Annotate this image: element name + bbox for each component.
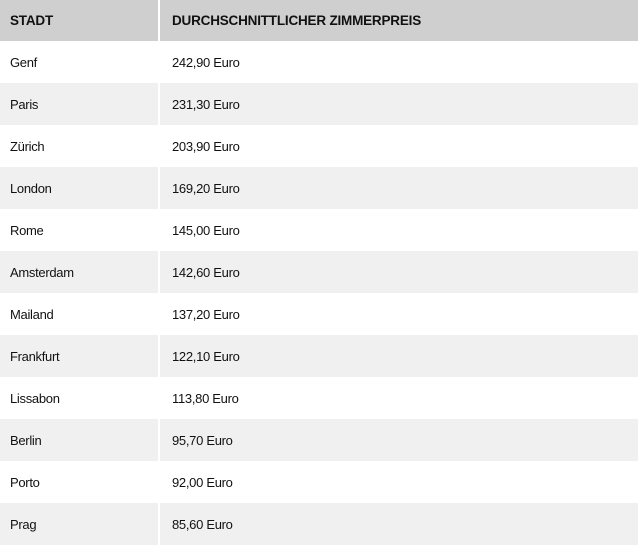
- table-header-row: STADT DURCHSCHNITTLICHER ZIMMERPREIS: [0, 0, 638, 41]
- price-cell: 137,20 Euro: [158, 293, 638, 335]
- price-cell: 142,60 Euro: [158, 251, 638, 293]
- city-cell: Rome: [0, 209, 159, 251]
- city-cell: Amsterdam: [0, 251, 159, 293]
- table-row: Zürich 203,90 Euro: [0, 125, 638, 167]
- city-cell: Berlin: [0, 419, 159, 461]
- column-header-price: DURCHSCHNITTLICHER ZIMMERPREIS: [158, 0, 638, 41]
- table-row: Paris 231,30 Euro: [0, 83, 638, 125]
- price-cell: 92,00 Euro: [158, 461, 638, 503]
- price-cell: 95,70 Euro: [158, 419, 638, 461]
- city-cell: Mailand: [0, 293, 159, 335]
- table-row: Mailand 137,20 Euro: [0, 293, 638, 335]
- price-cell: 122,10 Euro: [158, 335, 638, 377]
- table-row: Lissabon 113,80 Euro: [0, 377, 638, 419]
- city-cell: Zürich: [0, 125, 159, 167]
- city-cell: Prag: [0, 503, 159, 545]
- city-cell: Frankfurt: [0, 335, 159, 377]
- city-cell: Genf: [0, 41, 159, 83]
- price-cell: 242,90 Euro: [158, 41, 638, 83]
- city-cell: Lissabon: [0, 377, 159, 419]
- table-body: Genf 242,90 Euro Paris 231,30 Euro Züric…: [0, 41, 638, 545]
- table-row: Amsterdam 142,60 Euro: [0, 251, 638, 293]
- table-row: Berlin 95,70 Euro: [0, 419, 638, 461]
- city-cell: Porto: [0, 461, 159, 503]
- table-row: Prag 85,60 Euro: [0, 503, 638, 545]
- city-cell: Paris: [0, 83, 159, 125]
- table-row: Rome 145,00 Euro: [0, 209, 638, 251]
- price-cell: 231,30 Euro: [158, 83, 638, 125]
- price-cell: 85,60 Euro: [158, 503, 638, 545]
- price-cell: 203,90 Euro: [158, 125, 638, 167]
- price-cell: 169,20 Euro: [158, 167, 638, 209]
- table-row: London 169,20 Euro: [0, 167, 638, 209]
- price-cell: 145,00 Euro: [158, 209, 638, 251]
- table-row: Porto 92,00 Euro: [0, 461, 638, 503]
- price-cell: 113,80 Euro: [158, 377, 638, 419]
- column-header-city: STADT: [0, 0, 159, 41]
- table-row: Genf 242,90 Euro: [0, 41, 638, 83]
- city-cell: London: [0, 167, 159, 209]
- table-header: STADT DURCHSCHNITTLICHER ZIMMERPREIS: [0, 0, 638, 41]
- table-row: Frankfurt 122,10 Euro: [0, 335, 638, 377]
